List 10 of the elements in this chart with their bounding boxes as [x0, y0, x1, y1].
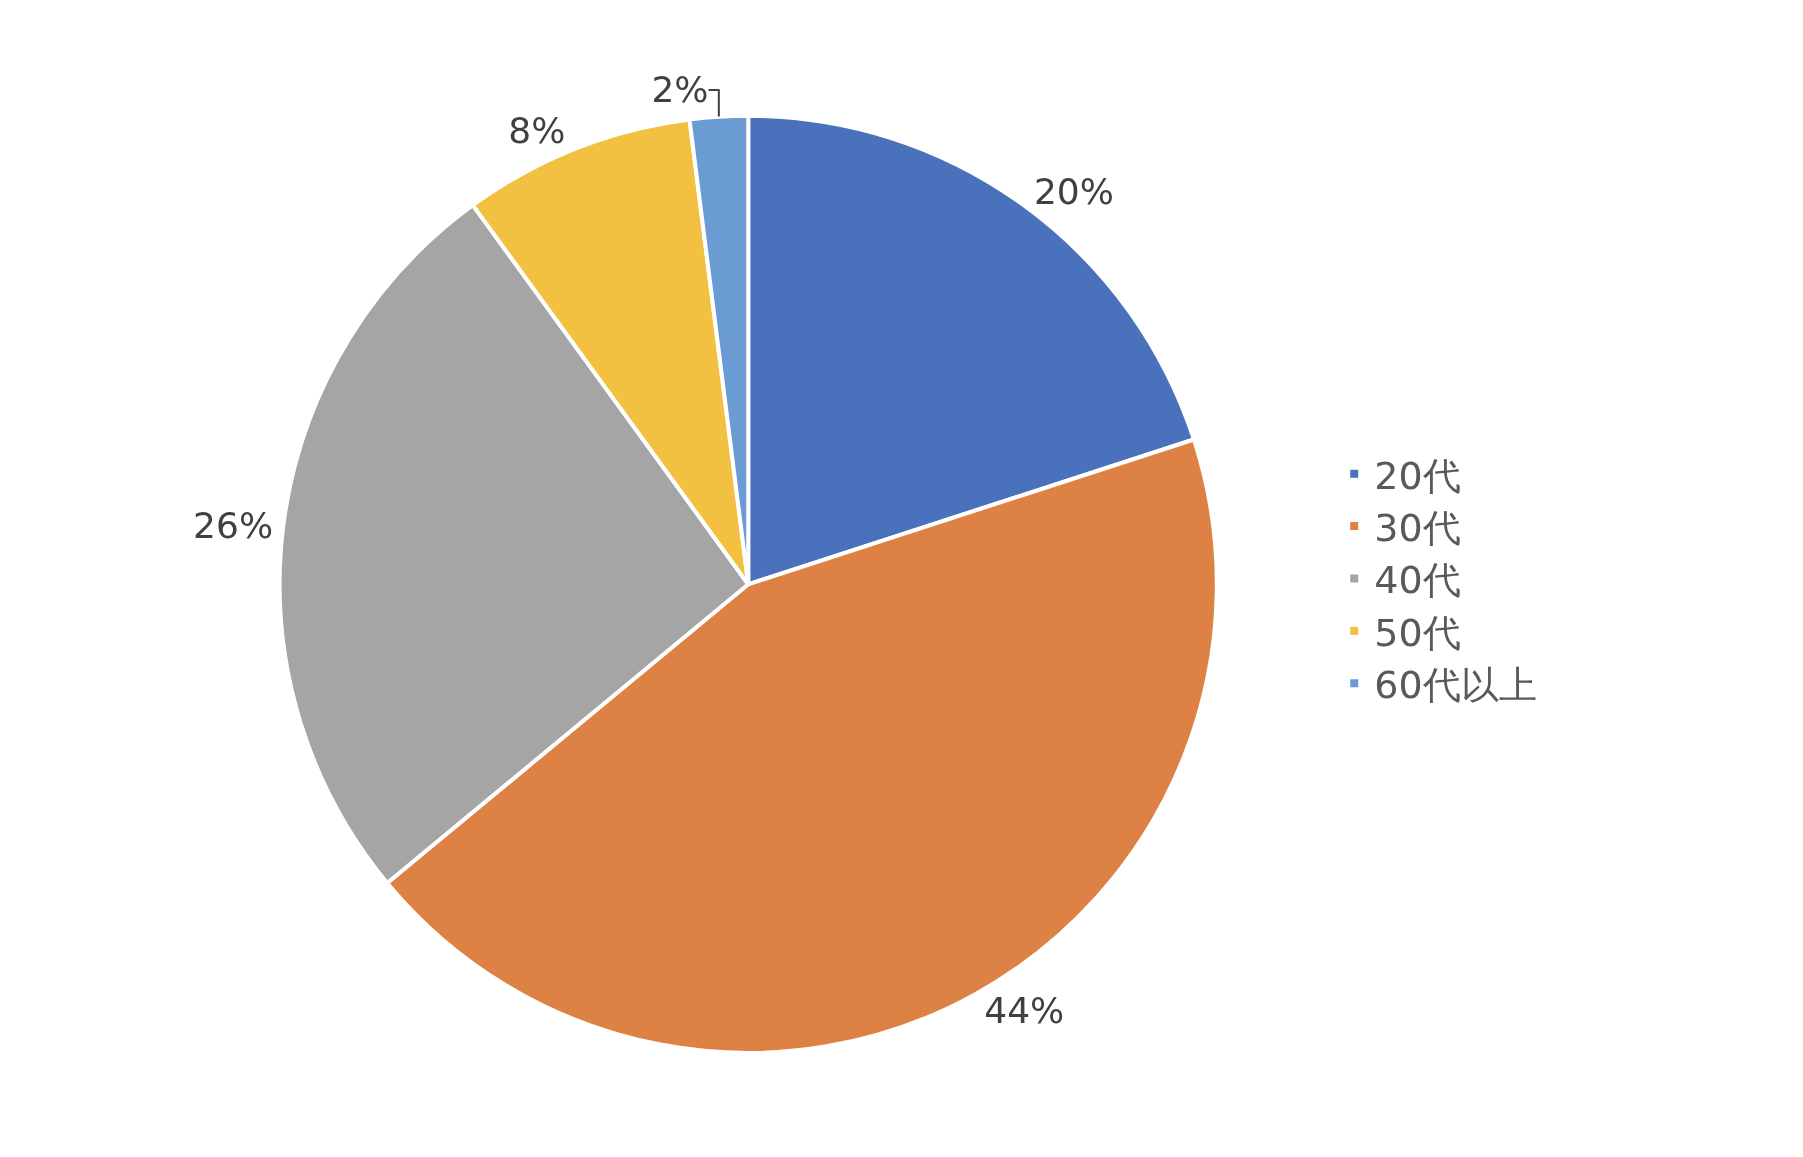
- data-label: 20%: [1033, 171, 1114, 213]
- data-label: 44%: [984, 990, 1065, 1032]
- data-label: 26%: [193, 504, 274, 546]
- legend-label: 20代: [1374, 453, 1461, 498]
- legend-label: 60代以上: [1374, 663, 1537, 708]
- legend-label: 50代: [1374, 610, 1461, 655]
- data-label: 8%: [508, 110, 566, 152]
- legend-label: 30代: [1374, 505, 1461, 550]
- legend-label: 40代: [1374, 558, 1461, 603]
- data-label: 2%: [651, 69, 709, 111]
